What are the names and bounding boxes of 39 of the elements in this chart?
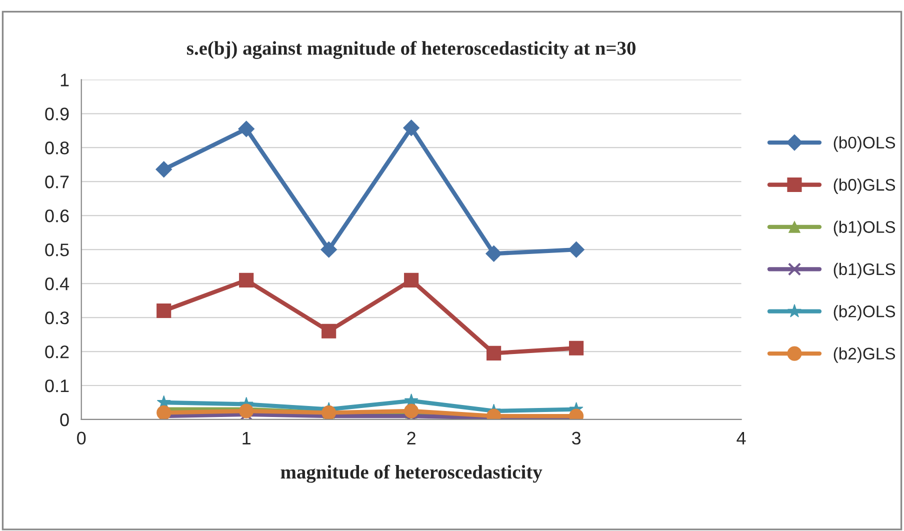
y-tick-label: 0.8	[45, 142, 69, 154]
point	[322, 324, 336, 338]
legend-label: (b1)GLS	[834, 262, 896, 278]
y-tick-label: 1	[60, 74, 69, 86]
y-tick-label: 0.2	[45, 345, 69, 358]
legend-label: (b0)GLS	[834, 178, 896, 194]
y-tick-label: 0	[60, 413, 69, 426]
x-tick-label: 0	[77, 432, 86, 445]
point	[486, 245, 502, 262]
y-tick-label: 0.3	[45, 311, 69, 324]
legend-label: (b2)GLS	[834, 347, 896, 363]
y-tick-label: 0.7	[45, 176, 69, 188]
point	[568, 241, 585, 258]
point	[156, 303, 172, 318]
point	[320, 241, 338, 258]
y-tick-label: 0.4	[45, 277, 70, 290]
x-axis-title: magnitude of heteroscedasticity	[280, 464, 542, 483]
x-tick-label: 4	[736, 432, 746, 444]
x-tick-label: 2	[407, 432, 416, 444]
legend-label: (b1)OLS	[834, 220, 896, 236]
point	[569, 340, 584, 356]
point	[239, 272, 254, 288]
point	[238, 120, 255, 138]
chart-title: s.e(bj) against magnitude of heteroscedasticity at n=30	[187, 40, 636, 59]
point	[404, 272, 419, 288]
y-tick-label: 0.9	[45, 108, 69, 120]
point	[156, 161, 172, 178]
legend-label: (b0)OLS	[834, 136, 896, 152]
legend-label: (b2)OLS	[834, 305, 896, 321]
y-tick-label: 0.5	[45, 244, 69, 256]
y-tick-label: 0.1	[45, 379, 69, 392]
y-tick-label: 0.6	[45, 210, 69, 222]
point	[403, 120, 420, 136]
x-tick-label: 1	[242, 432, 250, 444]
point	[404, 404, 419, 418]
point	[156, 405, 172, 420]
x-tick-label: 3	[572, 432, 581, 445]
point	[486, 346, 502, 361]
point	[239, 404, 254, 418]
